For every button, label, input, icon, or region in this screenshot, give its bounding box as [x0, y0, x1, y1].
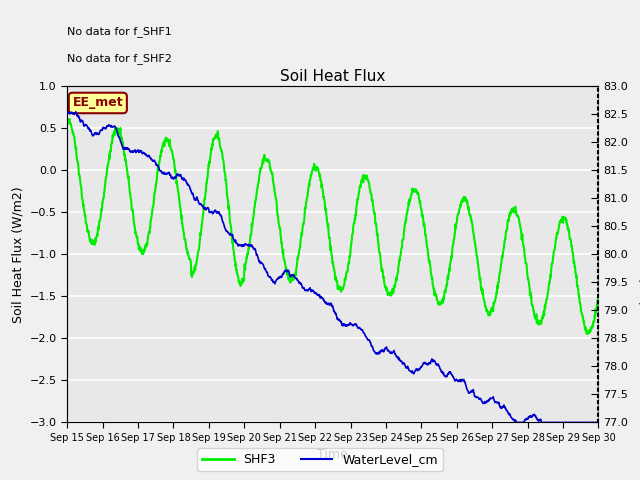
SHF3 [63, 122, 71, 128]
WaterLevel_cm [63, 110, 71, 116]
Title: Soil Heat Flux: Soil Heat Flux [280, 69, 385, 84]
WaterLevel_cm [169, 174, 177, 180]
Y-axis label: Soil Heat Flux (W/m2): Soil Heat Flux (W/m2) [11, 186, 24, 323]
X-axis label: Time: Time [317, 448, 348, 461]
SHF3 [169, 152, 177, 158]
SHF3 [584, 331, 591, 337]
WaterLevel_cm [485, 397, 493, 403]
WaterLevel_cm [415, 366, 423, 372]
SHF3 [595, 293, 602, 299]
SHF3 [415, 196, 423, 202]
WaterLevel_cm [182, 177, 189, 183]
WaterLevel_cm [513, 420, 520, 425]
WaterLevel_cm [595, 420, 602, 425]
SHF3 [485, 309, 493, 314]
WaterLevel_cm [532, 415, 540, 420]
SHF3 [532, 316, 540, 322]
Text: No data for f_SHF2: No data for f_SHF2 [67, 53, 172, 64]
Y-axis label: Water level (cm): Water level (cm) [636, 203, 640, 306]
Text: No data for f_SHF1: No data for f_SHF1 [67, 26, 172, 37]
SHF3 [65, 116, 73, 122]
Text: EE_met: EE_met [72, 96, 123, 109]
Line: SHF3: SHF3 [67, 119, 598, 334]
WaterLevel_cm [72, 109, 79, 115]
Legend: SHF3, WaterLevel_cm: SHF3, WaterLevel_cm [197, 448, 443, 471]
SHF3 [182, 240, 189, 246]
Line: WaterLevel_cm: WaterLevel_cm [67, 112, 598, 422]
SHF3 [241, 267, 249, 273]
WaterLevel_cm [241, 241, 249, 247]
